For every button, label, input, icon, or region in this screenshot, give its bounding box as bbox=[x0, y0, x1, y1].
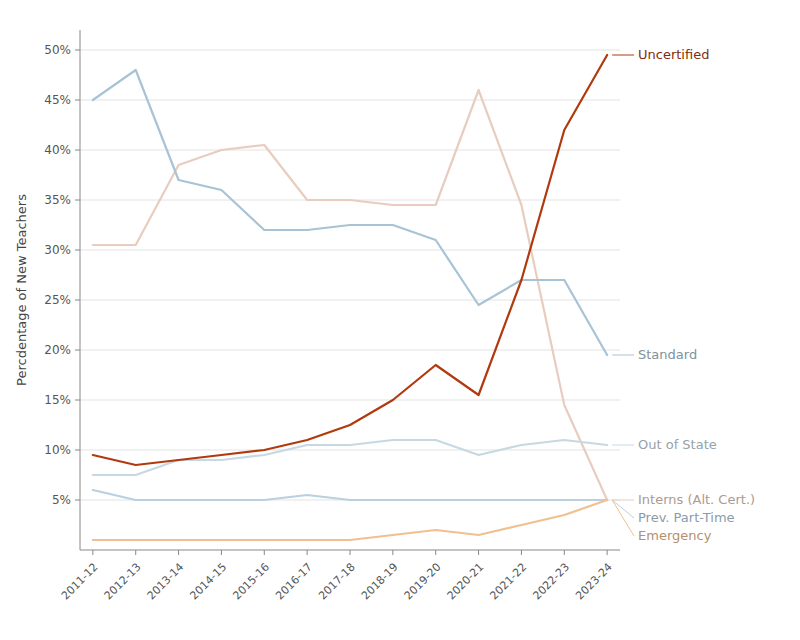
x-tick bbox=[521, 550, 522, 555]
x-tick bbox=[178, 550, 179, 555]
y-axis-line bbox=[80, 30, 81, 550]
y-tick-label: 25% bbox=[44, 293, 71, 307]
x-tick-label: 2016-17 bbox=[273, 561, 315, 603]
x-tick bbox=[478, 550, 479, 555]
lines bbox=[93, 55, 607, 540]
y-tick-label: 40% bbox=[44, 143, 71, 157]
series-line bbox=[93, 440, 607, 475]
series-line bbox=[93, 70, 607, 355]
y-tick-label: 15% bbox=[44, 393, 71, 407]
x-tick bbox=[350, 550, 351, 555]
series-line bbox=[93, 490, 607, 500]
x-tick-label: 2015-16 bbox=[230, 561, 272, 603]
y-grid bbox=[80, 50, 620, 500]
x-tick-label: 2011-12 bbox=[59, 561, 101, 603]
chart: 5% 10% 15% 20% 25% 30% 35% 40% 45% 50% 2011-122012… bbox=[0, 0, 800, 640]
grid-line bbox=[80, 350, 620, 351]
axes: 5% 10% 15% 20% 25% 30% 35% 40% 45% 50% 2011-122012… bbox=[44, 30, 620, 602]
x-tick bbox=[564, 550, 565, 555]
grid-line bbox=[80, 400, 620, 401]
series-line bbox=[93, 500, 607, 540]
series-label: Uncertified bbox=[638, 47, 709, 62]
x-tick bbox=[392, 550, 393, 555]
series-line bbox=[93, 55, 607, 465]
y-tick-label: 35% bbox=[44, 193, 71, 207]
y-tick-label: 50% bbox=[44, 43, 71, 57]
grid-line bbox=[80, 100, 620, 101]
y-tick bbox=[75, 250, 80, 251]
label-leader bbox=[612, 355, 634, 356]
y-tick bbox=[75, 300, 80, 301]
x-tick-label: 2020-21 bbox=[445, 561, 487, 603]
x-tick-label: 2017-18 bbox=[316, 561, 358, 603]
x-tick-label: 2012-13 bbox=[102, 561, 144, 603]
x-tick-label: 2019-20 bbox=[402, 561, 444, 603]
grid-line bbox=[80, 150, 620, 151]
y-tick-label: 10% bbox=[44, 443, 71, 457]
x-tick-label: 2013-14 bbox=[145, 561, 187, 603]
x-tick bbox=[221, 550, 222, 555]
series-label: Standard bbox=[638, 347, 697, 362]
label-leader bbox=[612, 500, 634, 536]
x-tick bbox=[135, 550, 136, 555]
grid-line bbox=[80, 300, 620, 301]
series-line bbox=[93, 90, 607, 500]
y-tick bbox=[75, 150, 80, 151]
x-tick bbox=[307, 550, 308, 555]
y-tick bbox=[75, 500, 80, 501]
x-tick bbox=[607, 550, 608, 555]
label-leader bbox=[612, 500, 634, 501]
series-label: Out of State bbox=[638, 437, 717, 452]
x-tick-label: 2023-24 bbox=[573, 561, 615, 603]
x-tick-label: 2018-19 bbox=[359, 561, 401, 603]
y-tick bbox=[75, 350, 80, 351]
series-label: Prev. Part-Time bbox=[638, 510, 735, 525]
y-axis-title: Percdentage of New Teachers bbox=[14, 194, 29, 386]
label-leader bbox=[612, 55, 634, 56]
y-tick bbox=[75, 450, 80, 451]
y-tick-label: 5% bbox=[52, 493, 71, 507]
x-tick-label: 2021-22 bbox=[488, 561, 530, 603]
x-tick bbox=[435, 550, 436, 555]
y-tick bbox=[75, 200, 80, 201]
y-tick bbox=[75, 400, 80, 401]
series-labels: Uncertified Standard Out of State Interns (… bbox=[612, 47, 755, 543]
x-tick bbox=[92, 550, 93, 555]
grid-line bbox=[80, 250, 620, 251]
x-tick bbox=[264, 550, 265, 555]
label-leader bbox=[612, 445, 634, 446]
label-leader bbox=[612, 500, 634, 518]
grid-line bbox=[80, 450, 620, 451]
y-tick-label: 20% bbox=[44, 343, 71, 357]
x-tick-label: 2014-15 bbox=[188, 561, 230, 603]
y-tick bbox=[75, 100, 80, 101]
series-label: Emergency bbox=[638, 528, 712, 543]
grid-line bbox=[80, 50, 620, 51]
y-tick bbox=[75, 50, 80, 51]
series-label: Interns (Alt. Cert.) bbox=[638, 492, 755, 507]
x-tick-label: 2022-23 bbox=[530, 561, 572, 603]
y-tick-label: 45% bbox=[44, 93, 71, 107]
y-tick-label: 30% bbox=[44, 243, 71, 257]
